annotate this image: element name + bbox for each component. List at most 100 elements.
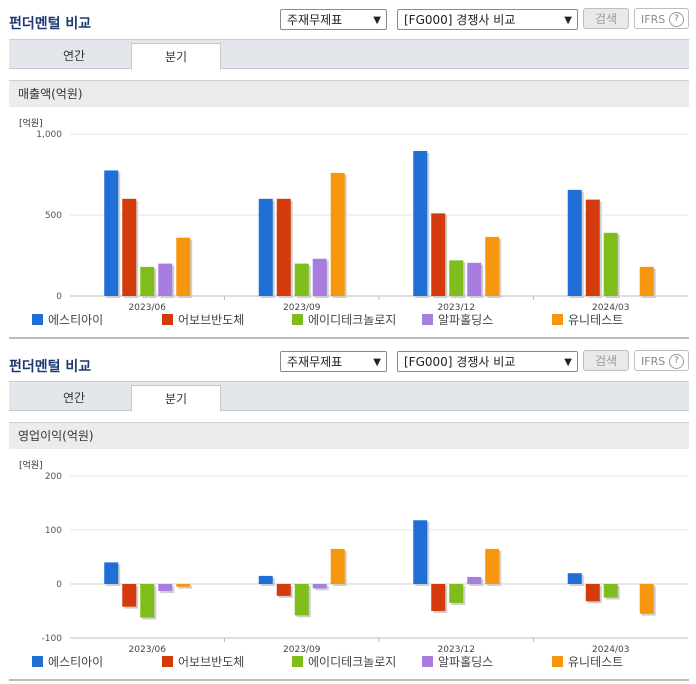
legend-item[interactable]: 에이디테크놀로지 [292, 654, 396, 670]
ifrs-button[interactable]: IFRS ? [634, 350, 689, 371]
bar [431, 213, 446, 296]
legend-item[interactable]: 유니테스트 [552, 654, 623, 670]
bar [603, 584, 618, 598]
bar [330, 548, 345, 584]
compare-group-value: [FG000] 경쟁사 비교 [404, 355, 516, 369]
tab-annual[interactable]: 연간 [62, 49, 86, 63]
legend-swatch [162, 656, 173, 667]
legend-item[interactable]: 알파홀딩스 [422, 654, 493, 670]
period-tabs: 연간 분기 [9, 381, 689, 412]
bar [140, 584, 155, 618]
chart-legend: 에스티아이 어보브반도체 에이디테크놀로지 알파홀딩스 유니테스트 [9, 654, 689, 670]
bar [639, 584, 654, 614]
revenue-chart: [억원] 0 500 1,000 2023/06 2023/09 2023/12 2024/0… [19, 117, 688, 313]
legend-label: 알파홀딩스 [438, 313, 494, 327]
bar [158, 584, 173, 592]
bar [567, 189, 582, 296]
bar [122, 584, 137, 607]
legend-label: 에스티아이 [48, 655, 104, 669]
search-button[interactable]: 검색 [583, 350, 629, 371]
search-button[interactable]: 검색 [583, 8, 629, 29]
bar [485, 236, 500, 296]
bar [639, 266, 654, 296]
bar [140, 266, 155, 296]
y-tick-label: 0 [56, 580, 62, 590]
x-tick-label: 2023/12 [438, 303, 475, 313]
bar [431, 584, 446, 611]
ifrs-label: IFRS [641, 355, 666, 368]
bar [158, 263, 173, 296]
bar [276, 198, 291, 296]
legend-label: 유니테스트 [568, 313, 624, 327]
legend-label: 알파홀딩스 [438, 655, 494, 669]
y-tick-label: 500 [45, 211, 62, 221]
chevron-down-icon: ▼ [564, 357, 572, 368]
bar [104, 170, 119, 296]
statement-type-select[interactable]: 주재무제표 ▼ [280, 351, 387, 372]
legend-swatch [292, 314, 303, 325]
legend-label: 유니테스트 [568, 655, 624, 669]
chart-box-revenue: 매출액(억원) [억원] 0 500 1,000 2023/06 2023/09 2023/… [9, 80, 689, 339]
x-tick-label: 2024/03 [592, 645, 629, 655]
bar [312, 584, 327, 589]
page-title: 펀더멘털 비교 [9, 359, 92, 375]
statement-type-value: 주재무제표 [287, 355, 343, 369]
legend-item[interactable]: 유니테스트 [552, 312, 623, 328]
x-tick-label: 2023/09 [283, 303, 321, 313]
y-tick-label: -100 [42, 634, 63, 644]
period-tabs: 연간 분기 [9, 39, 689, 70]
legend-swatch [422, 656, 433, 667]
legend-swatch [32, 656, 43, 667]
compare-group-select[interactable]: [FG000] 경쟁사 비교 ▼ [397, 9, 578, 30]
bar [276, 584, 291, 596]
legend-label: 어보브반도체 [178, 313, 245, 327]
tab-quarterly[interactable]: 분기 [131, 385, 221, 412]
bar [449, 260, 464, 296]
bar [449, 584, 464, 603]
tab-annual[interactable]: 연간 [62, 391, 86, 405]
y-tick-label: 0 [56, 292, 62, 302]
legend-swatch [422, 314, 433, 325]
statement-type-select[interactable]: 주재무제표 ▼ [280, 9, 387, 30]
bar [122, 198, 137, 296]
bar [258, 575, 273, 584]
help-icon[interactable]: ? [669, 12, 684, 27]
legend-swatch [552, 656, 563, 667]
y-tick-label: 1,000 [36, 130, 62, 140]
help-icon[interactable]: ? [669, 354, 684, 369]
legend-item[interactable]: 알파홀딩스 [422, 312, 493, 328]
bar [176, 584, 191, 587]
ifrs-button[interactable]: IFRS ? [634, 8, 689, 29]
bar [176, 237, 191, 296]
bar [467, 576, 482, 584]
bar [585, 584, 600, 602]
fundamental-panel-1: 펀더멘털 비교 주재무제표 ▼ [FG000] 경쟁사 비교 ▼ 검색 IFRS… [9, 8, 689, 339]
chart-legend: 에스티아이 어보브반도체 에이디테크놀로지 알파홀딩스 유니테스트 [9, 312, 689, 328]
y-tick-label: 100 [45, 526, 62, 536]
legend-item[interactable]: 에이디테크놀로지 [292, 312, 396, 328]
bar [258, 198, 273, 296]
x-tick-label: 2023/06 [129, 645, 167, 655]
legend-item[interactable]: 에스티아이 [32, 654, 103, 670]
compare-group-select[interactable]: [FG000] 경쟁사 비교 ▼ [397, 351, 578, 372]
tab-quarterly[interactable]: 분기 [131, 43, 221, 70]
statement-type-value: 주재무제표 [287, 13, 343, 27]
legend-item[interactable]: 어보브반도체 [162, 654, 244, 670]
bar-shadow [178, 586, 193, 589]
y-tick-label: 200 [45, 472, 62, 482]
x-tick-label: 2024/03 [592, 303, 629, 313]
bar [485, 548, 500, 584]
chart-header: 영업이익(억원) [9, 422, 689, 449]
bar [330, 172, 345, 296]
bar [467, 262, 482, 296]
legend-item[interactable]: 어보브반도체 [162, 312, 244, 328]
bar [294, 584, 309, 616]
operating-profit-chart: [억원] -100 0 100 200 2023/06 2023/09 2023/12 2024… [19, 459, 688, 655]
legend-item[interactable]: 에스티아이 [32, 312, 103, 328]
unit-label: [억원] [19, 459, 43, 471]
bar [104, 562, 119, 584]
chevron-down-icon: ▼ [373, 357, 381, 368]
unit-label: [억원] [19, 117, 43, 129]
chevron-down-icon: ▼ [564, 15, 572, 26]
chevron-down-icon: ▼ [373, 15, 381, 26]
